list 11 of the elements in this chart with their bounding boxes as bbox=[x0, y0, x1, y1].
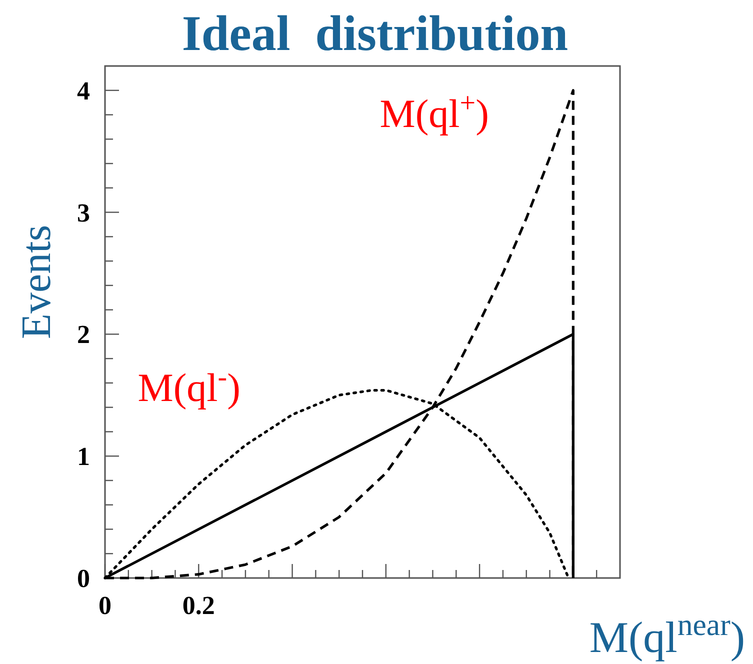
series-label: M(ql$^{+}$) bbox=[380, 87, 489, 136]
series-label: M(ql$^{-}$) bbox=[138, 362, 240, 410]
x-axis-title: M(ql$^{near}$) bbox=[589, 608, 745, 662]
y-tick-label: 3 bbox=[77, 198, 90, 228]
y-tick-label: 2 bbox=[77, 320, 90, 350]
y-tick-label: 1 bbox=[77, 442, 90, 472]
y-tick-label: 4 bbox=[77, 76, 90, 106]
y-axis-title: Events bbox=[14, 224, 60, 340]
chart-title: Ideal distribution bbox=[182, 5, 568, 61]
x-tick-label: 0.2 bbox=[182, 591, 215, 620]
y-tick-label: 0 bbox=[77, 564, 90, 593]
